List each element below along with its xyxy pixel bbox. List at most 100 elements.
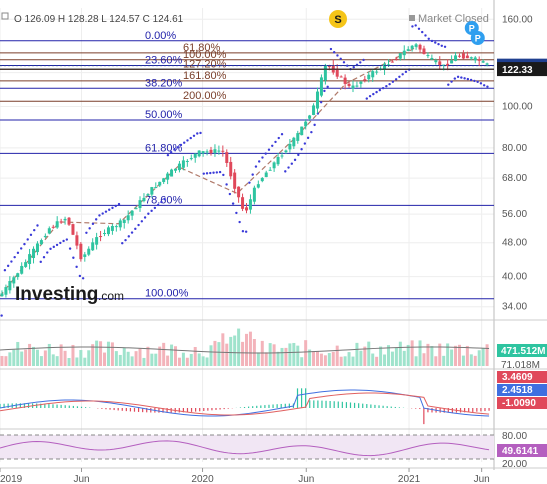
sar-dot-61: [199, 131, 202, 135]
candle-body-73: [288, 143, 292, 150]
sar-dot-19: [62, 239, 65, 243]
sar-dot-81: [264, 152, 267, 155]
sar-dot-114: [372, 92, 375, 96]
sar-dot-48: [156, 203, 160, 207]
rsi-line: [0, 440, 490, 457]
volume-bar-41: [162, 342, 166, 366]
event-badge-icon-1[interactable]: [470, 31, 485, 45]
volume-bar-43: [170, 344, 174, 366]
rsi-tag-label: 49.6141: [502, 446, 539, 457]
candle-body-56: [221, 150, 225, 152]
candle-body-119: [469, 57, 473, 59]
sar-dot-139: [453, 77, 457, 80]
sar-dot-15: [49, 247, 52, 251]
volume-bar-22: [87, 350, 91, 366]
volume-bar-84: [331, 351, 335, 366]
sar-dot-71: [231, 202, 235, 205]
price-tags: 124.61122.33: [0, 58, 547, 76]
x-tick-label-5: Jun: [474, 474, 490, 484]
volume-bar-36: [142, 357, 146, 366]
volume-bar-55: [217, 342, 221, 366]
s-badge-icon[interactable]: [329, 10, 347, 28]
candle-body-80: [315, 91, 319, 109]
volume-bar-78: [308, 349, 312, 366]
market-status-dot: [409, 15, 415, 21]
event-badge-label-0: P: [469, 24, 475, 34]
candle-body-14: [55, 221, 59, 228]
volume-bar-76: [300, 357, 304, 366]
volume-bar-118: [465, 345, 469, 366]
candle-body-83: [327, 66, 331, 68]
rsi-panel: 80.00 49.6141 20.00: [0, 428, 547, 470]
volume-bar-94: [371, 353, 375, 366]
sar-dot-110: [359, 61, 362, 64]
volume-bar-30: [118, 354, 122, 366]
volume-bar-101: [398, 341, 402, 366]
volume-bar-57: [225, 343, 229, 366]
sar-dot-75: [244, 230, 248, 233]
sar-dot-59: [192, 134, 196, 137]
sar-dot-13: [42, 256, 46, 259]
sar-dot-70: [228, 192, 232, 196]
sar-dot-17: [55, 243, 59, 247]
sar-dot-41: [134, 227, 137, 231]
candle-body-103: [406, 49, 410, 51]
volume-bar-2: [8, 352, 12, 366]
sar-dot-37: [121, 242, 124, 245]
sar-dot-138: [450, 80, 453, 83]
volume-bar-85: [335, 345, 339, 366]
volume-bar-100: [394, 347, 398, 366]
sar-dot-23: [75, 265, 78, 269]
candle-body-122: [481, 61, 485, 63]
sar-dot-120: [391, 80, 395, 83]
candle-body-115: [454, 55, 458, 61]
sar-dot-58: [189, 136, 192, 140]
candle-body-2: [8, 281, 12, 291]
candle-body-12: [47, 228, 51, 234]
volume-bar-60: [237, 328, 241, 366]
sar-dot-103: [336, 54, 339, 57]
volume-bar-42: [166, 355, 170, 366]
sar-dot-22: [72, 256, 75, 259]
volume-bar-86: [339, 356, 343, 366]
x-tick-label-0: 2019: [0, 474, 23, 484]
volume-bar-59: [233, 335, 237, 366]
volume-bar-71: [280, 347, 284, 366]
candle-body-120: [473, 57, 477, 61]
sar-dot-83: [271, 144, 274, 148]
sar-dot-62: [202, 172, 205, 175]
sar-dot-149: [486, 85, 489, 88]
sar-dot-18: [59, 241, 62, 245]
event-badges[interactable]: PP: [464, 21, 485, 45]
candle-body-123: [485, 63, 489, 65]
volume-bar-39: [154, 353, 158, 366]
sar-dot-127: [414, 24, 417, 27]
candle-body-6: [24, 262, 28, 267]
volume-bar-72: [284, 347, 288, 366]
sar-dot-141: [460, 76, 463, 79]
candle-body-86: [339, 76, 343, 78]
volume-bar-9: [35, 349, 39, 366]
candle-body-17: [67, 217, 71, 225]
candle-body-77: [304, 121, 308, 127]
candle-body-24: [95, 237, 99, 245]
sar-dot-36: [117, 202, 121, 206]
chart-menu-icon[interactable]: [1, 12, 9, 20]
candle-body-50: [197, 150, 201, 157]
fib-label-9: 61.80%: [145, 142, 183, 154]
sar-dot-105: [342, 61, 346, 64]
sar-dot-5: [16, 251, 20, 255]
sar-dot-16: [52, 245, 55, 249]
sar-dot-146: [476, 80, 479, 84]
candle-body-76: [300, 126, 304, 136]
sar-dot-30: [98, 214, 101, 217]
sar-dot-142: [463, 77, 466, 80]
volume-bar-113: [446, 343, 450, 366]
volume-bar-109: [430, 346, 434, 366]
sar-dot-113: [368, 94, 372, 98]
macd-tag-0: [497, 371, 547, 383]
volume-bar-12: [47, 343, 51, 366]
candle-body-41: [162, 178, 166, 182]
volume-bar-58: [229, 336, 233, 366]
